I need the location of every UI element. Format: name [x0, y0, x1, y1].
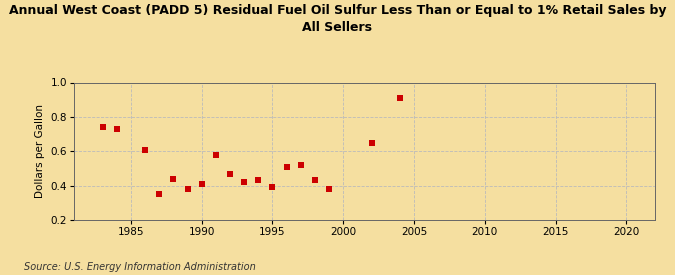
Point [239, 180, 250, 184]
Point [394, 96, 405, 100]
Point [211, 152, 221, 157]
Point [154, 192, 165, 196]
Text: Annual West Coast (PADD 5) Residual Fuel Oil Sulfur Less Than or Equal to 1% Ret: Annual West Coast (PADD 5) Residual Fuel… [9, 4, 666, 34]
Point [253, 178, 264, 183]
Point [267, 185, 278, 189]
Y-axis label: Dollars per Gallon: Dollars per Gallon [35, 104, 45, 198]
Text: Source: U.S. Energy Information Administration: Source: U.S. Energy Information Administ… [24, 262, 255, 272]
Point [196, 182, 207, 186]
Point [111, 127, 122, 131]
Point [366, 141, 377, 145]
Point [182, 187, 193, 191]
Point [225, 171, 236, 176]
Point [140, 147, 151, 152]
Point [310, 178, 321, 183]
Point [168, 177, 179, 181]
Point [296, 163, 306, 167]
Point [324, 187, 335, 191]
Point [97, 125, 108, 130]
Point [281, 164, 292, 169]
